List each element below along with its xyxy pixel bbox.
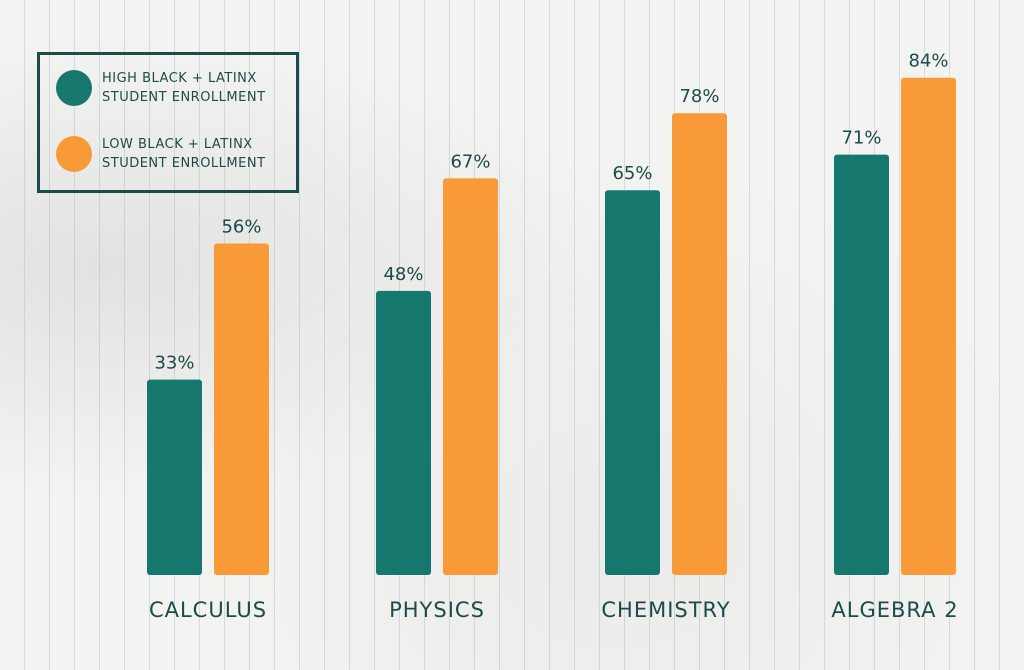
legend-swatch	[56, 70, 92, 106]
legend-swatch	[56, 136, 92, 172]
x-tick-label: ALGEBRA 2	[831, 598, 958, 622]
value-label: 33%	[154, 353, 194, 374]
x-tick-label: CHEMISTRY	[601, 598, 730, 622]
bar	[376, 290, 431, 575]
value-label: 48%	[383, 264, 423, 285]
value-label: 65%	[612, 163, 652, 184]
legend-item: HIGH BLACK + LATINX STUDENT ENROLLMENT	[56, 69, 287, 107]
bar	[672, 113, 727, 576]
x-tick-label: CALCULUS	[149, 598, 267, 622]
bar	[901, 77, 956, 575]
value-label: 84%	[908, 51, 948, 72]
x-tick-label: PHYSICS	[389, 598, 485, 622]
value-label: 67%	[450, 151, 490, 172]
bar	[834, 154, 889, 575]
value-label: 78%	[679, 86, 719, 107]
legend-label: HIGH BLACK + LATINX STUDENT ENROLLMENT	[102, 71, 266, 105]
value-label: 56%	[221, 216, 261, 237]
legend-label: LOW BLACK + LATINX STUDENT ENROLLMENT	[102, 137, 266, 171]
bar	[214, 243, 269, 576]
bar	[443, 178, 498, 576]
legend: HIGH BLACK + LATINX STUDENT ENROLLMENT LO…	[37, 52, 299, 193]
bar	[605, 190, 660, 575]
value-label: 71%	[841, 128, 881, 149]
legend-item: LOW BLACK + LATINX STUDENT ENROLLMENT	[56, 135, 287, 173]
bar	[147, 379, 202, 575]
